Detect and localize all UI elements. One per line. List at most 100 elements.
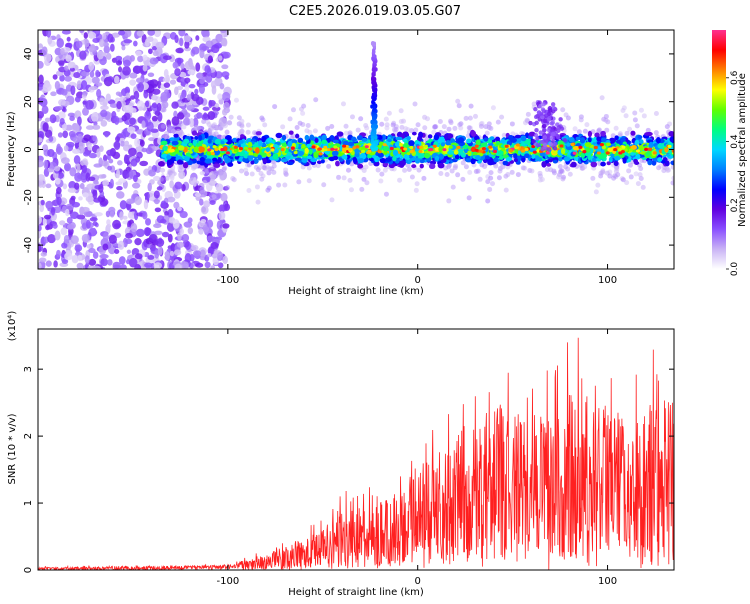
spectrogram-cell bbox=[414, 181, 420, 187]
spectrogram-cell bbox=[56, 143, 61, 154]
spectrogram-cell bbox=[92, 135, 97, 142]
spectrogram-cell bbox=[202, 180, 208, 186]
spectrogram-cell bbox=[441, 124, 447, 130]
spectrogram-cell bbox=[313, 97, 319, 103]
spectrogram-cell bbox=[637, 135, 643, 139]
spectrogram-cell bbox=[154, 207, 162, 213]
spectrogram-cell bbox=[488, 125, 494, 131]
spectrogram-cell bbox=[321, 134, 328, 142]
spectrogram-cell bbox=[42, 217, 47, 227]
spectrogram-cell bbox=[587, 136, 592, 143]
spectrogram-cell bbox=[382, 167, 388, 173]
spectrogram-cell bbox=[45, 183, 52, 189]
spectrogram-cell bbox=[217, 93, 223, 100]
spectrogram-cell bbox=[144, 110, 152, 121]
spectrogram-cell bbox=[265, 166, 271, 172]
spectrogram-cell bbox=[351, 136, 357, 142]
spectrogram-cell bbox=[242, 157, 249, 163]
spectrogram-cell bbox=[474, 148, 479, 152]
spectrogram-cell bbox=[52, 74, 58, 80]
spectrogram-cell bbox=[479, 162, 485, 168]
spectrogram-cell bbox=[205, 119, 211, 125]
spectrogram-cell bbox=[332, 155, 339, 161]
spectrogram-cell bbox=[448, 145, 453, 149]
spectrogram-cell bbox=[305, 123, 311, 129]
spectrogram-cell bbox=[213, 163, 221, 168]
spectrogram-cell bbox=[65, 203, 74, 211]
spectrogram-cell bbox=[190, 30, 198, 33]
spectrogram-cell bbox=[594, 132, 600, 138]
spectrogram-cell bbox=[529, 168, 535, 174]
spectrogram-cell bbox=[218, 210, 226, 221]
spectrogram-cell bbox=[483, 124, 489, 130]
spectrogram-cell bbox=[249, 171, 255, 177]
spectrogram-cell bbox=[104, 132, 109, 138]
spectrogram-cell bbox=[414, 157, 421, 164]
spectrogram-cell bbox=[262, 122, 268, 128]
spectrogram-cell bbox=[599, 143, 604, 147]
spectrogram-cell bbox=[122, 170, 131, 179]
spectrogram-cell bbox=[620, 150, 625, 154]
spectrogram-cell bbox=[86, 77, 93, 84]
spectrogram-cell bbox=[364, 180, 370, 186]
spectrogram-cell bbox=[181, 124, 187, 130]
spectrogram-cell bbox=[489, 136, 495, 141]
spectrogram-cell bbox=[620, 137, 626, 142]
spectrogram-cell bbox=[53, 260, 58, 268]
spectrogram-cell bbox=[406, 166, 412, 172]
spectrogram-cell bbox=[179, 210, 188, 219]
spectrogram-cell bbox=[179, 160, 184, 165]
spectrogram-cell bbox=[123, 59, 131, 67]
spectrogram-cell bbox=[548, 167, 554, 173]
spectrogram-cell bbox=[348, 187, 354, 193]
spectrogram-cell bbox=[156, 186, 163, 191]
spectrogram-cell bbox=[332, 139, 339, 144]
spectrogram-cell bbox=[70, 211, 79, 219]
spectrogram-cell bbox=[99, 145, 104, 153]
spectrogram-cell bbox=[124, 140, 130, 147]
spectrogram-cell bbox=[600, 168, 606, 174]
spectrogram-cell bbox=[485, 198, 491, 204]
spectrogram-cell bbox=[501, 132, 507, 138]
spectrogram-cell bbox=[317, 147, 322, 151]
spectrogram-cell bbox=[340, 101, 346, 107]
spectrogram-cell bbox=[91, 76, 100, 84]
spectrogram-cell bbox=[58, 111, 66, 120]
spectrogram-cell bbox=[61, 258, 69, 265]
spectrogram-cell bbox=[308, 149, 313, 155]
spectrogram-cell bbox=[85, 211, 93, 217]
spectrogram-cell bbox=[106, 52, 112, 60]
spectrogram-cell bbox=[257, 140, 263, 147]
spectrogram-cell bbox=[64, 124, 74, 131]
spectrogram-cell bbox=[657, 157, 663, 162]
spectrogram-cell bbox=[384, 125, 390, 131]
spectrogram-cell bbox=[143, 199, 149, 210]
spectrogram-cell bbox=[391, 127, 397, 133]
spectrogram-cell bbox=[479, 149, 484, 153]
spectrogram-cell bbox=[65, 249, 71, 257]
spectrogram-cell bbox=[166, 154, 172, 160]
spectrogram-cell bbox=[173, 201, 180, 209]
spectrogram-cell bbox=[465, 157, 472, 163]
spectrogram-cell bbox=[112, 261, 121, 269]
spectrogram-cell bbox=[119, 264, 127, 269]
spectrogram-cell bbox=[147, 255, 155, 260]
spectrogram-cell bbox=[61, 88, 68, 96]
spectrogram-cell bbox=[321, 139, 328, 145]
spectrogram-cell bbox=[222, 38, 228, 47]
spectrogram-cell bbox=[66, 224, 75, 230]
spectrogram-cell bbox=[135, 50, 142, 57]
spectrogram-cell bbox=[167, 208, 174, 219]
spectrogram-cell bbox=[475, 139, 481, 146]
spectrogram-cell bbox=[169, 79, 177, 85]
spectrogram-cell bbox=[261, 135, 267, 143]
spectrogram-cell bbox=[144, 100, 150, 108]
spectrogram-cell bbox=[587, 130, 593, 138]
spectrogram-cell bbox=[182, 110, 188, 116]
spectrogram-cell bbox=[207, 148, 212, 152]
spectrogram-cell bbox=[133, 90, 140, 100]
spectrogram-cell bbox=[304, 147, 309, 154]
spectrogram-cell bbox=[174, 263, 183, 269]
spectrogram-cell bbox=[514, 134, 522, 139]
spectrogram-cell bbox=[419, 145, 424, 149]
